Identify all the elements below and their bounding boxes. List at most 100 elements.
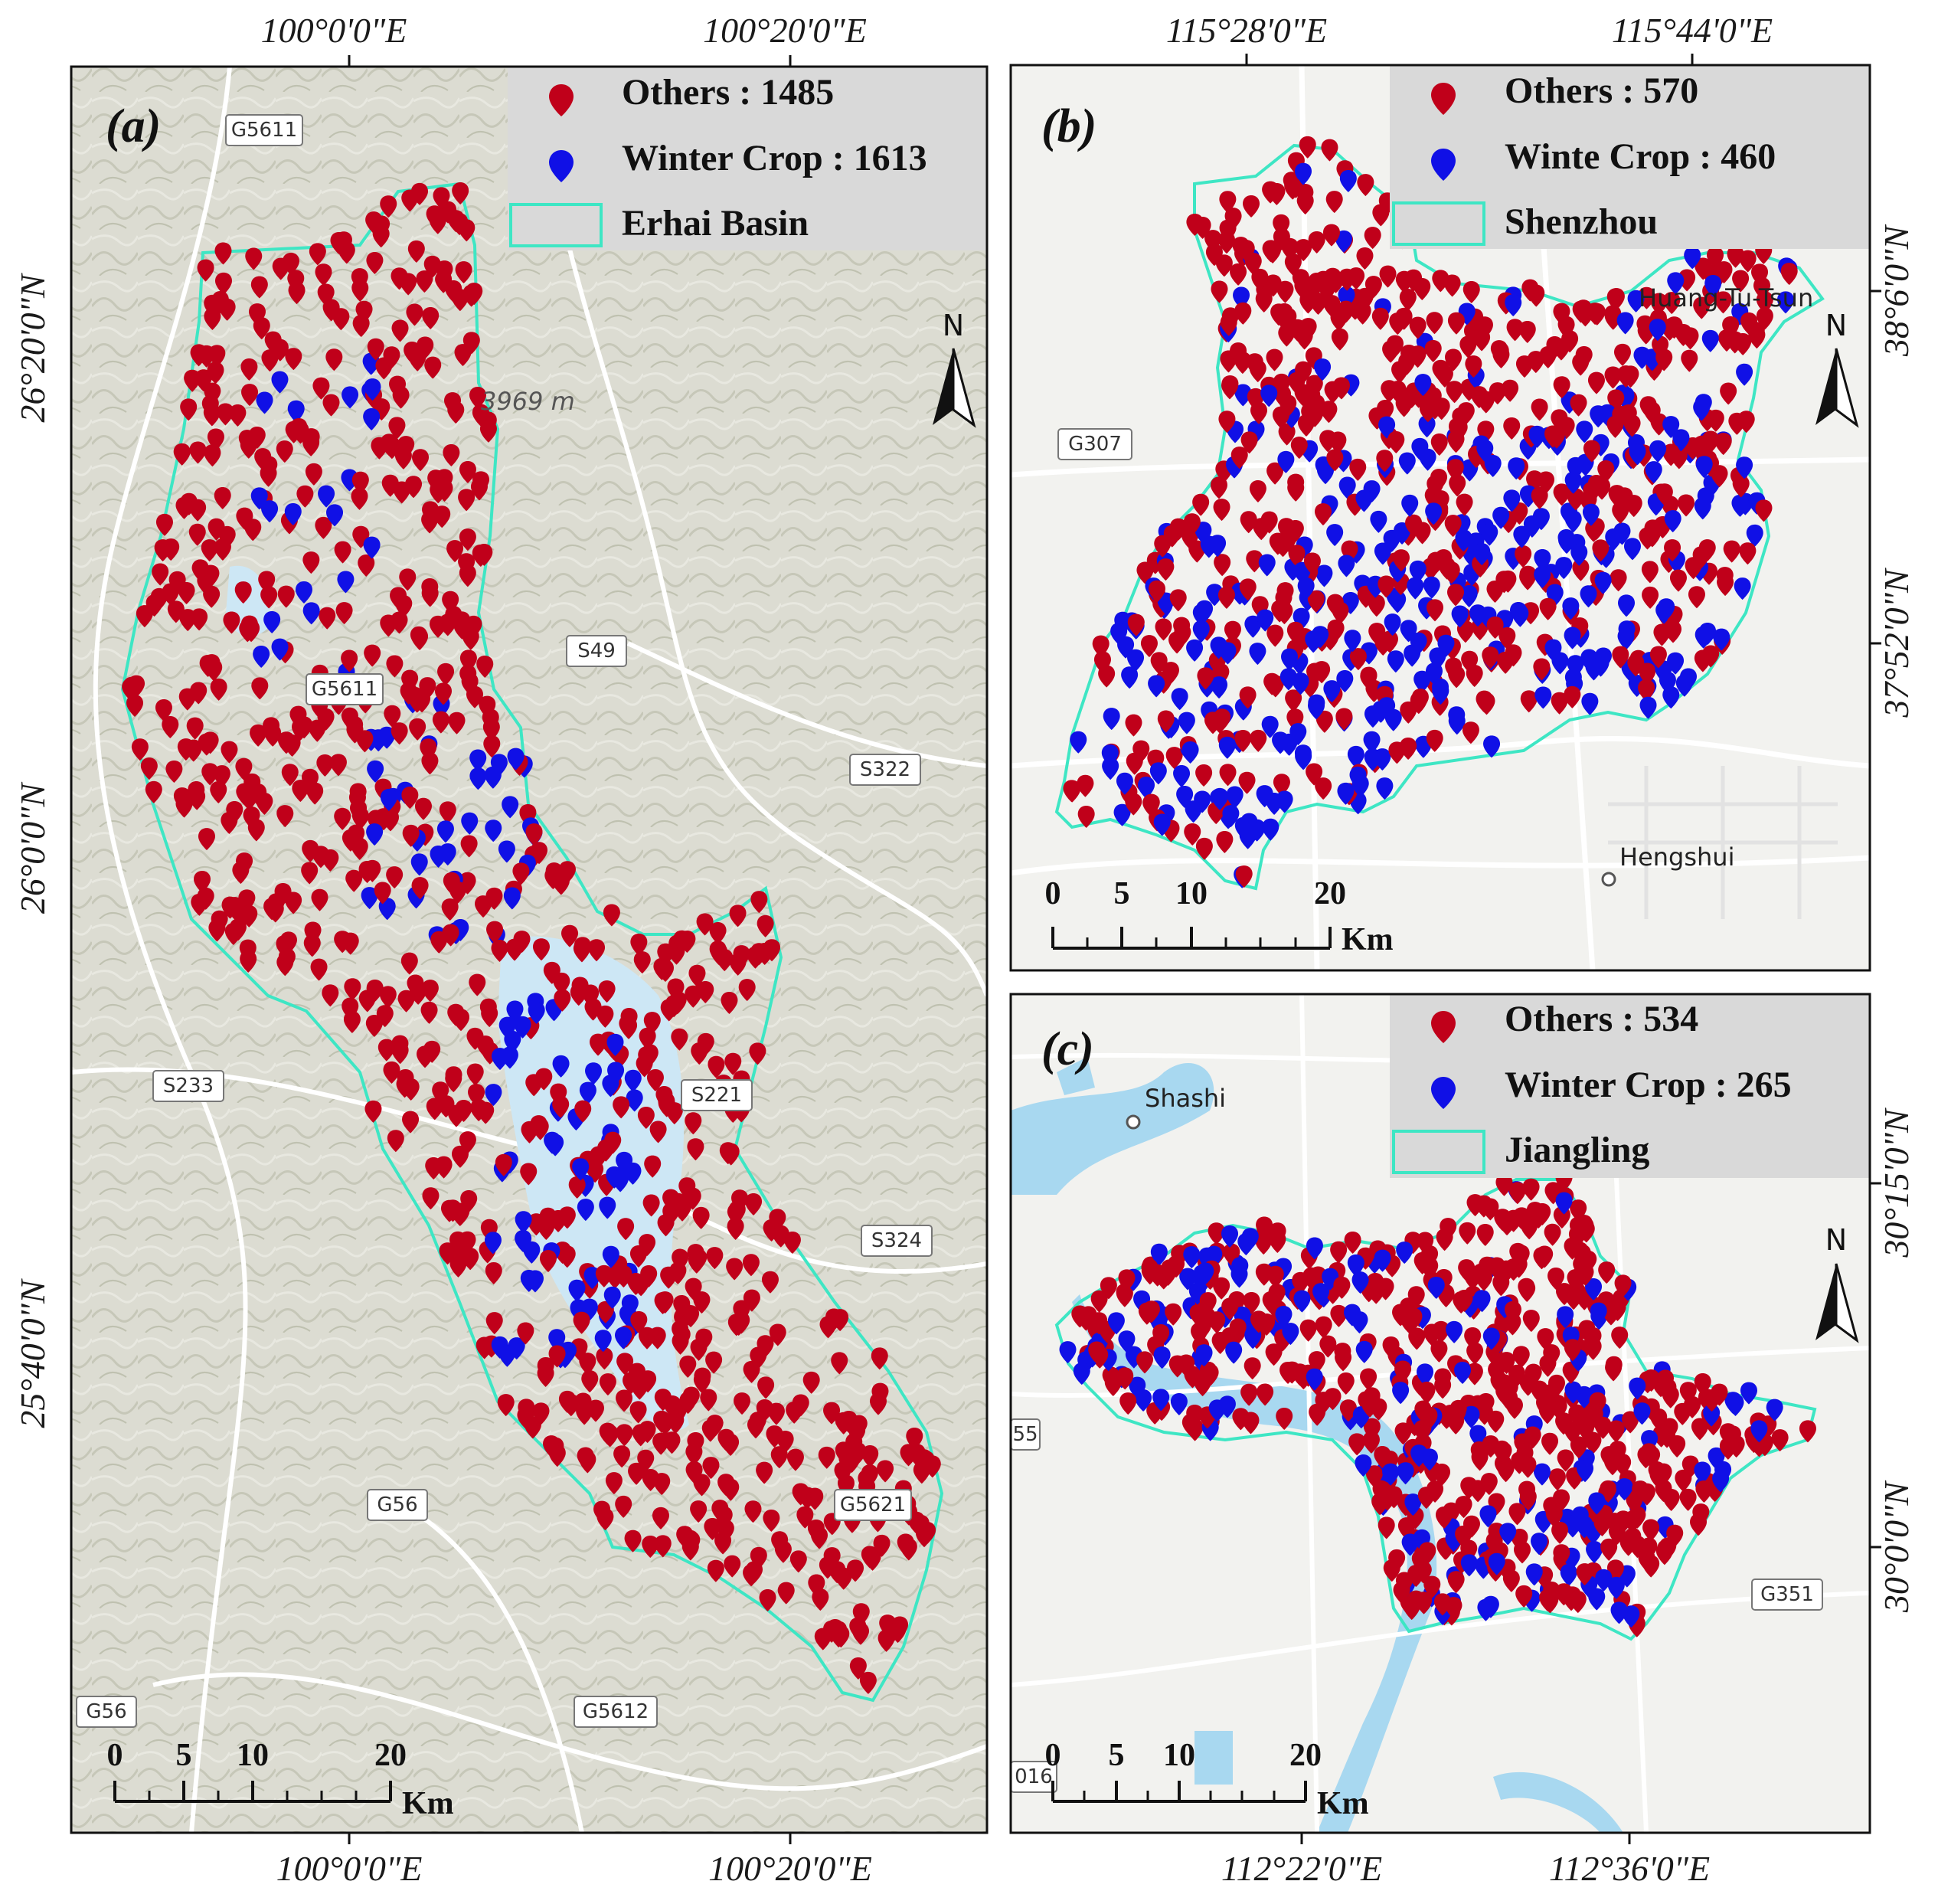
others-marker bbox=[305, 463, 322, 486]
others-marker bbox=[1216, 831, 1234, 854]
others-marker bbox=[1693, 296, 1711, 319]
others-marker bbox=[351, 268, 368, 291]
winter-crop-marker bbox=[363, 536, 381, 559]
others-marker bbox=[1607, 1420, 1625, 1443]
others-marker bbox=[310, 958, 328, 981]
lat-label-left: 25°40'0"N bbox=[13, 1278, 52, 1428]
others-marker bbox=[1516, 1444, 1534, 1467]
others-marker bbox=[155, 698, 172, 721]
others-marker bbox=[1213, 1277, 1230, 1300]
others-marker bbox=[596, 1300, 614, 1323]
winter-crop-marker bbox=[1210, 636, 1227, 659]
others-marker bbox=[1723, 540, 1740, 563]
others-marker bbox=[553, 972, 570, 995]
winter-crop-marker bbox=[1344, 1304, 1361, 1327]
others-marker bbox=[201, 539, 218, 562]
others-marker bbox=[630, 933, 648, 956]
others-marker bbox=[908, 1444, 926, 1467]
others-marker bbox=[1576, 1563, 1593, 1586]
others-marker bbox=[1265, 1343, 1283, 1366]
lat-label-left: 26°20'0"N bbox=[13, 273, 52, 423]
others-marker bbox=[414, 797, 432, 820]
others-marker bbox=[1220, 313, 1237, 336]
winter-crop-marker bbox=[1138, 777, 1155, 800]
others-marker bbox=[236, 507, 253, 530]
others-marker bbox=[1714, 291, 1732, 314]
others-marker bbox=[1711, 465, 1728, 488]
others-marker bbox=[1661, 1418, 1678, 1441]
others-marker bbox=[421, 752, 439, 775]
others-marker bbox=[639, 1027, 656, 1050]
others-marker bbox=[619, 1015, 636, 1038]
others-marker bbox=[1356, 287, 1374, 310]
others-marker bbox=[1674, 1402, 1691, 1425]
others-marker bbox=[1299, 318, 1317, 341]
winter-crop-marker bbox=[1276, 790, 1293, 813]
others-marker bbox=[704, 1518, 721, 1541]
winter-crop-marker bbox=[1558, 532, 1576, 555]
others-marker bbox=[633, 951, 651, 974]
others-marker bbox=[1447, 312, 1465, 335]
others-marker bbox=[1570, 1199, 1587, 1222]
winter-crop-marker bbox=[1338, 476, 1356, 499]
others-marker bbox=[1465, 355, 1482, 378]
winter-crop-marker bbox=[507, 748, 525, 770]
winter-crop-marker bbox=[366, 823, 384, 846]
others-marker bbox=[1321, 139, 1338, 162]
others-marker bbox=[348, 789, 366, 812]
others-marker bbox=[1161, 1259, 1178, 1282]
others-marker bbox=[749, 1042, 766, 1065]
others-marker bbox=[1536, 1245, 1554, 1268]
others-marker bbox=[1279, 394, 1297, 417]
others-marker bbox=[1505, 1258, 1522, 1281]
others-marker bbox=[1522, 1310, 1540, 1333]
others-marker bbox=[590, 1146, 607, 1169]
winter-crop-marker bbox=[1401, 494, 1419, 517]
lon-label-bottom: 100°20'0"E bbox=[708, 1849, 872, 1888]
others-marker bbox=[1077, 805, 1095, 828]
others-marker bbox=[1277, 518, 1295, 541]
others-marker bbox=[1461, 650, 1479, 673]
others-marker bbox=[1240, 511, 1257, 534]
others-marker bbox=[1234, 302, 1252, 325]
others-marker bbox=[1570, 394, 1587, 417]
winter-crop-marker bbox=[1557, 1306, 1574, 1329]
others-marker bbox=[1443, 561, 1460, 584]
others-marker bbox=[198, 828, 215, 851]
winter-crop-marker bbox=[1374, 1249, 1391, 1272]
others-marker bbox=[459, 665, 477, 688]
others-marker bbox=[772, 1225, 789, 1248]
winter-crop-marker bbox=[1659, 671, 1676, 694]
others-marker bbox=[315, 263, 332, 286]
winter-crop-marker bbox=[1607, 1576, 1625, 1599]
winter-crop-marker bbox=[1355, 1340, 1373, 1363]
others-marker bbox=[250, 724, 267, 747]
panel-b-legend: Others : 570 Winte Crop : 460 Shenzhou bbox=[1390, 65, 1870, 249]
others-marker bbox=[1266, 462, 1284, 485]
winter-crop-marker bbox=[626, 1089, 643, 1112]
others-marker bbox=[520, 1163, 538, 1186]
others-marker bbox=[421, 980, 439, 1003]
winter-crop-marker bbox=[1314, 358, 1332, 381]
others-marker bbox=[372, 225, 390, 248]
winter-crop-marker bbox=[1059, 1341, 1077, 1364]
others-marker bbox=[380, 195, 397, 218]
others-marker bbox=[1276, 303, 1293, 326]
winter-crop-marker bbox=[1555, 557, 1573, 580]
others-marker bbox=[210, 678, 227, 701]
others-marker bbox=[439, 801, 456, 824]
winter-crop-marker bbox=[1409, 560, 1427, 583]
others-marker bbox=[722, 1433, 740, 1456]
others-marker bbox=[1399, 288, 1417, 311]
others-marker bbox=[1577, 1418, 1595, 1441]
panel-b-coordinates: 115°28'0"E 115°44'0"E 38°6'0"N 37°52'0"N bbox=[1166, 11, 1916, 718]
winter-crop-marker bbox=[364, 378, 381, 401]
others-marker bbox=[649, 1327, 666, 1349]
others-marker bbox=[459, 461, 476, 484]
others-marker bbox=[1407, 1286, 1425, 1309]
others-marker bbox=[845, 1433, 863, 1456]
winter-crop-marker bbox=[1337, 782, 1355, 805]
others-marker bbox=[750, 943, 768, 966]
winter-crop-marker bbox=[461, 812, 479, 835]
others-marker bbox=[167, 600, 185, 623]
